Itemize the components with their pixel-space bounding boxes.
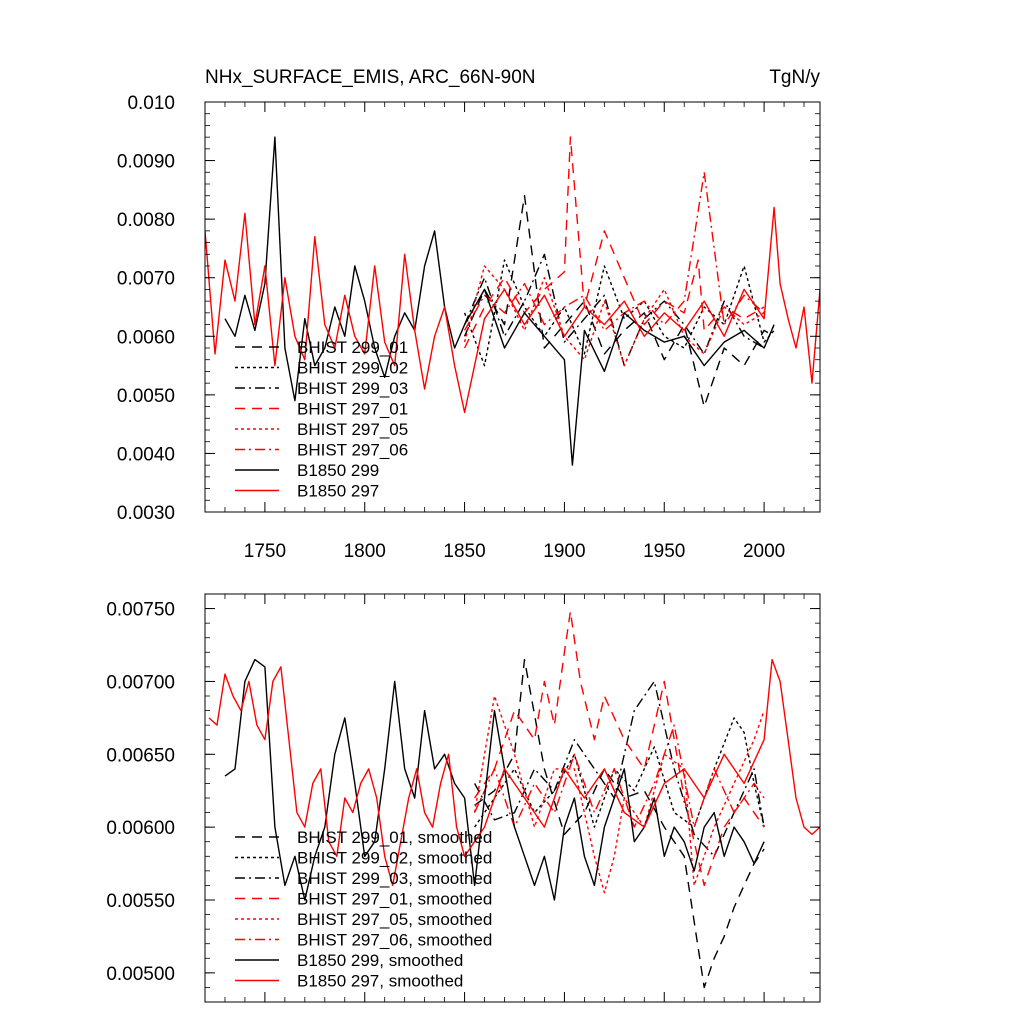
legend-label: BHIST 299_02	[297, 359, 408, 378]
series-group	[208, 610, 820, 989]
series-line-b1850-299-smoothed	[224, 658, 765, 901]
legend-label: B1850 299, smoothed	[297, 951, 463, 970]
legend-label: BHIST 299_03, smoothed	[297, 869, 492, 888]
legend-label: BHIST 297_01	[297, 400, 408, 419]
y-tick-label: 0.0090	[117, 152, 175, 173]
series-group	[205, 136, 820, 466]
y-tick-label: 0.00700	[106, 672, 175, 693]
legend-label: BHIST 297_06, smoothed	[297, 931, 492, 950]
legend-label: B1850 299	[297, 461, 379, 480]
legend-label: BHIST 299_01, smoothed	[297, 828, 492, 847]
series-line-bhist-297-06-smoothed	[473, 724, 765, 828]
series-line-b1850-297-smoothed	[208, 658, 820, 887]
y-tick-label: 0.0050	[117, 386, 175, 407]
legend: BHIST 299_01, smoothed BHIST 299_02, smoo…	[235, 828, 492, 991]
legend-label: BHIST 297_06	[297, 441, 408, 460]
y-tick-label: 0.00650	[106, 745, 175, 766]
y-tick-label: 0.010	[127, 93, 175, 114]
chart-title: NHx_SURFACE_EMIS, ARC_66N-90N	[205, 67, 536, 88]
series-line-bhist-297-01-smoothed	[474, 610, 765, 887]
y-tick-label: 0.0070	[117, 269, 175, 290]
legend-label: BHIST 297_05, smoothed	[297, 910, 492, 929]
y-tick-label: 0.00600	[106, 818, 175, 839]
series-line-bhist-299-02	[463, 259, 775, 367]
legend-label: BHIST 297_05	[297, 420, 408, 439]
series-line-b1850-297	[205, 206, 820, 414]
x-tick-label: 1750	[244, 541, 286, 562]
legend-label: B1850 297	[297, 482, 379, 501]
x-tick-label: 1950	[643, 541, 685, 562]
series-line-bhist-297-05-smoothed	[473, 695, 765, 894]
y-tick-label: 0.00500	[106, 964, 175, 985]
series-line-bhist-299-02-smoothed	[474, 717, 765, 828]
y-tick-label: 0.00750	[106, 600, 175, 621]
bottom-panel: 0.00750 0.00700 0.00650 0.00600 0.00550 0.005…	[106, 593, 821, 1003]
legend-label: BHIST 299_03	[297, 379, 408, 398]
series-line-bhist-299-01-smoothed	[474, 658, 765, 989]
y-tick-label: 0.0080	[117, 210, 175, 231]
y-tick-label: 0.0030	[117, 503, 175, 524]
x-tick-label: 2000	[743, 541, 785, 562]
y-tick-label: 0.0040	[117, 444, 175, 465]
series-line-bhist-297-05	[463, 265, 765, 367]
chart-units: TgN/y	[769, 67, 820, 88]
legend-label: BHIST 299_01	[297, 338, 408, 357]
series-line-bhist-299-01	[463, 194, 775, 408]
x-tick-label: 1800	[344, 541, 386, 562]
y-tick-label: 0.0060	[117, 327, 175, 348]
legend-label: BHIST 297_01, smoothed	[297, 890, 492, 909]
legend-label: BHIST 299_02, smoothed	[297, 849, 492, 868]
series-line-bhist-297-01	[463, 136, 765, 349]
x-tick-label: 1850	[443, 541, 485, 562]
x-tick-label: 1900	[543, 541, 585, 562]
series-line-bhist-297-06	[463, 171, 765, 332]
y-tick-label: 0.00550	[106, 891, 175, 912]
legend-label: B1850 297, smoothed	[297, 972, 463, 991]
plot-frame	[204, 101, 821, 513]
top-panel: 0.010 0.0090 0.0080 0.0070 0.0060 0.0050 0.004…	[117, 93, 821, 562]
